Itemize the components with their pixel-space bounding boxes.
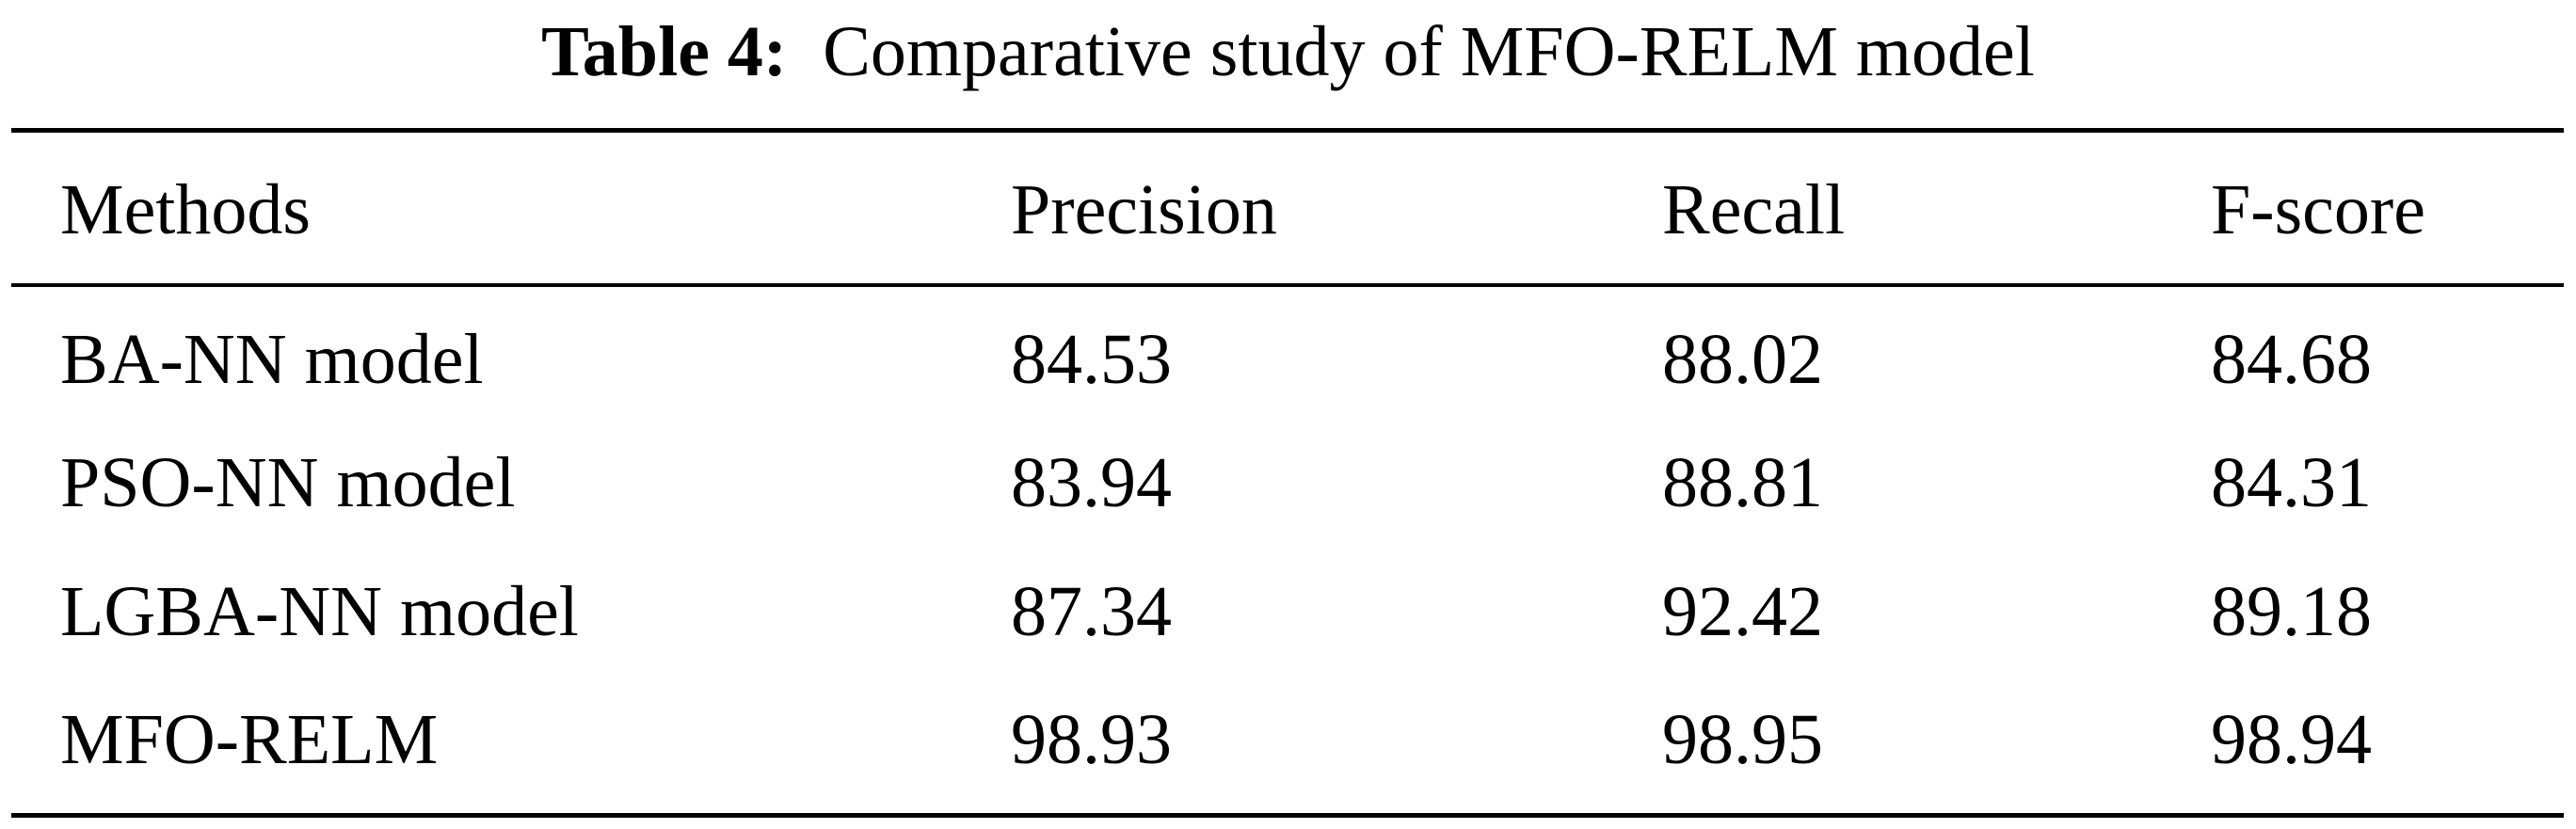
table-caption: Table 4: Comparative study of MFO-RELM m… — [0, 9, 2576, 94]
table-header-rule — [11, 283, 2564, 287]
cell-recall: 88.02 — [1662, 320, 1823, 399]
cell-recall: 92.42 — [1662, 572, 1823, 651]
cell-f-score: 84.31 — [2211, 443, 2372, 522]
table-top-rule — [11, 128, 2564, 133]
cell-precision: 98.93 — [1011, 700, 1172, 779]
table-bottom-rule — [11, 813, 2564, 818]
header-recall: Recall — [1662, 170, 1846, 249]
cell-f-score: 89.18 — [2211, 572, 2372, 651]
cell-method: BA-NN model — [60, 320, 484, 399]
cell-f-score: 98.94 — [2211, 700, 2372, 779]
cell-method: MFO-RELM — [60, 700, 439, 779]
header-f-score: F-score — [2211, 170, 2425, 249]
cell-precision: 84.53 — [1011, 320, 1172, 399]
cell-recall: 88.81 — [1662, 443, 1823, 522]
cell-precision: 83.94 — [1011, 443, 1172, 522]
cell-method: PSO-NN model — [60, 443, 516, 522]
cell-recall: 98.95 — [1662, 700, 1823, 779]
cell-precision: 87.34 — [1011, 572, 1172, 651]
header-methods: Methods — [60, 170, 311, 249]
header-precision: Precision — [1011, 170, 1277, 249]
table-caption-text: Comparative study of MFO-RELM model — [823, 12, 2035, 91]
cell-f-score: 84.68 — [2211, 320, 2372, 399]
cell-method: LGBA-NN model — [60, 572, 579, 651]
table-caption-label: Table 4: — [541, 12, 788, 91]
